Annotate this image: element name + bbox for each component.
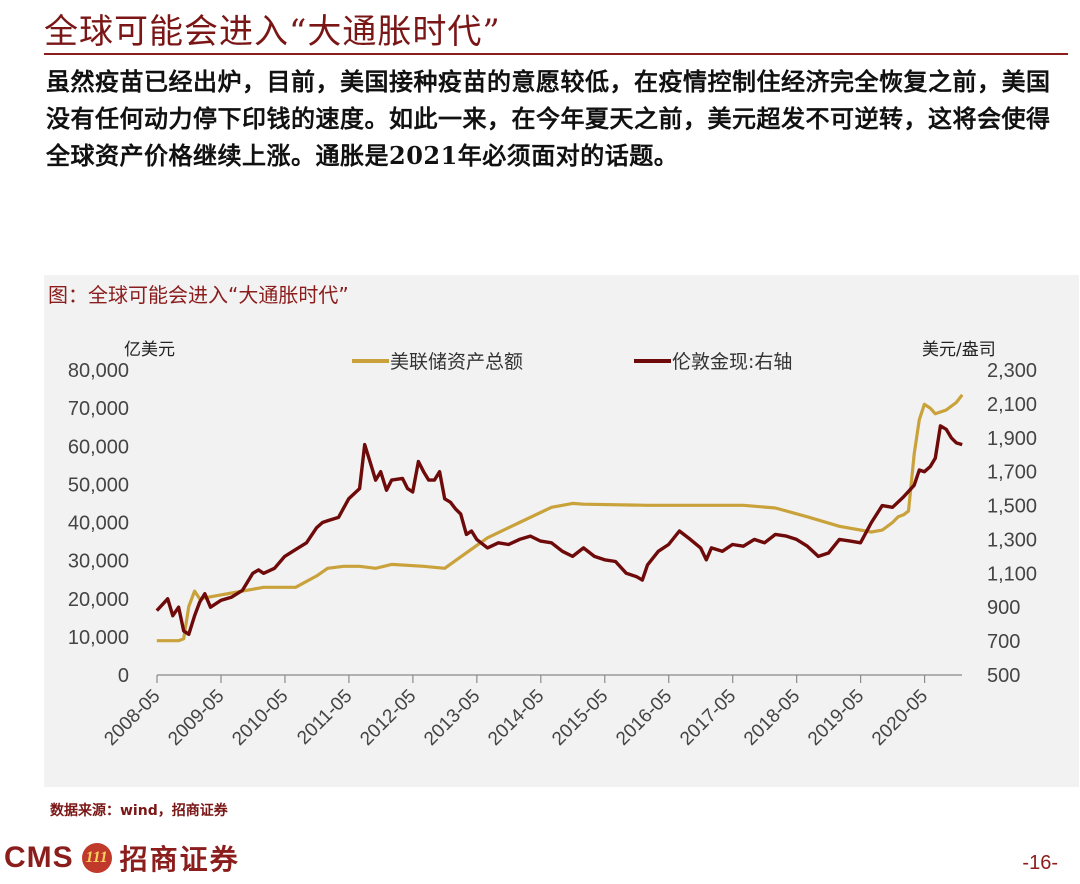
x-tick-label: 2020-05 <box>868 686 932 750</box>
data-source: 数据来源：wind，招商证券 <box>50 803 228 819</box>
logo-cms-text: CMS <box>4 841 74 874</box>
x-tick-label: 2018-05 <box>740 686 804 750</box>
x-tick-label: 2017-05 <box>676 686 740 750</box>
right-tick-label: 1,700 <box>987 462 1037 484</box>
body-paragraph: 虽然疫苗已经出炉，目前，美国接种疫苗的意愿较低，在疫情控制住经济完全恢复之前，美… <box>46 67 1051 170</box>
right-tick-label: 1,900 <box>987 428 1037 450</box>
x-tick-label: 2014-05 <box>484 686 548 750</box>
right-tick-label: 1,300 <box>987 529 1037 551</box>
x-tick-label: 2009-05 <box>164 686 228 750</box>
series-line-fed-assets <box>156 393 964 643</box>
title-divider <box>44 53 1068 55</box>
right-tick-label: 1,100 <box>987 563 1037 585</box>
left-tick-label: 0 <box>118 665 129 687</box>
right-tick-label: 700 <box>987 631 1020 653</box>
legend-label-fed: 美联储资产总额 <box>390 351 523 373</box>
figure-caption: 图：全球可能会进入“大通胀时代” <box>48 283 349 307</box>
right-tick-label: 500 <box>987 665 1020 687</box>
x-tick-label: 2013-05 <box>420 686 484 750</box>
x-tick-label: 2015-05 <box>548 686 612 750</box>
left-tick-label: 10,000 <box>68 627 129 649</box>
logo-badge-icon: 111 <box>81 843 112 873</box>
right-tick-label: 2,100 <box>987 394 1037 416</box>
left-tick-label: 50,000 <box>68 474 129 496</box>
left-tick-label: 20,000 <box>68 589 129 611</box>
left-tick-label: 30,000 <box>68 551 129 573</box>
right-tick-label: 2,300 <box>987 360 1037 382</box>
x-tick-label: 2008-05 <box>100 686 164 750</box>
legend-label-gold: 伦敦金现:右轴 <box>672 351 792 373</box>
company-logo: CMS 111 招商证券 <box>4 838 240 878</box>
left-tick-label: 40,000 <box>68 513 129 535</box>
page-title: 全球可能会进入“大通胀时代” <box>44 12 501 52</box>
page-number: -16- <box>1022 852 1058 874</box>
series-line-gold <box>155 424 963 636</box>
chart-panel: 80,000 70,000 60,000 50,000 40,000 30,000 20,0… <box>44 275 1079 787</box>
line-chart: 80,000 70,000 60,000 50,000 40,000 30,000 20,0… <box>68 340 1037 750</box>
left-tick-label: 70,000 <box>68 398 129 420</box>
right-axis-unit: 美元/盎司 <box>922 340 996 360</box>
left-tick-label: 60,000 <box>68 436 129 458</box>
right-tick-label: 900 <box>987 597 1020 619</box>
left-axis-unit: 亿美元 <box>124 340 175 360</box>
x-tick-label: 2016-05 <box>612 686 676 750</box>
x-tick-label: 2010-05 <box>228 686 292 750</box>
x-tick-label: 2011-05 <box>293 686 356 749</box>
legend: 美联储资产总额 伦敦金现:右轴 <box>352 351 792 373</box>
left-tick-label: 80,000 <box>68 360 129 382</box>
logo-company-name: 招商证券 <box>119 843 240 876</box>
x-tick-label: 2019-05 <box>804 686 868 750</box>
x-tick-label: 2012-05 <box>356 686 420 750</box>
right-tick-label: 1,500 <box>987 496 1037 518</box>
